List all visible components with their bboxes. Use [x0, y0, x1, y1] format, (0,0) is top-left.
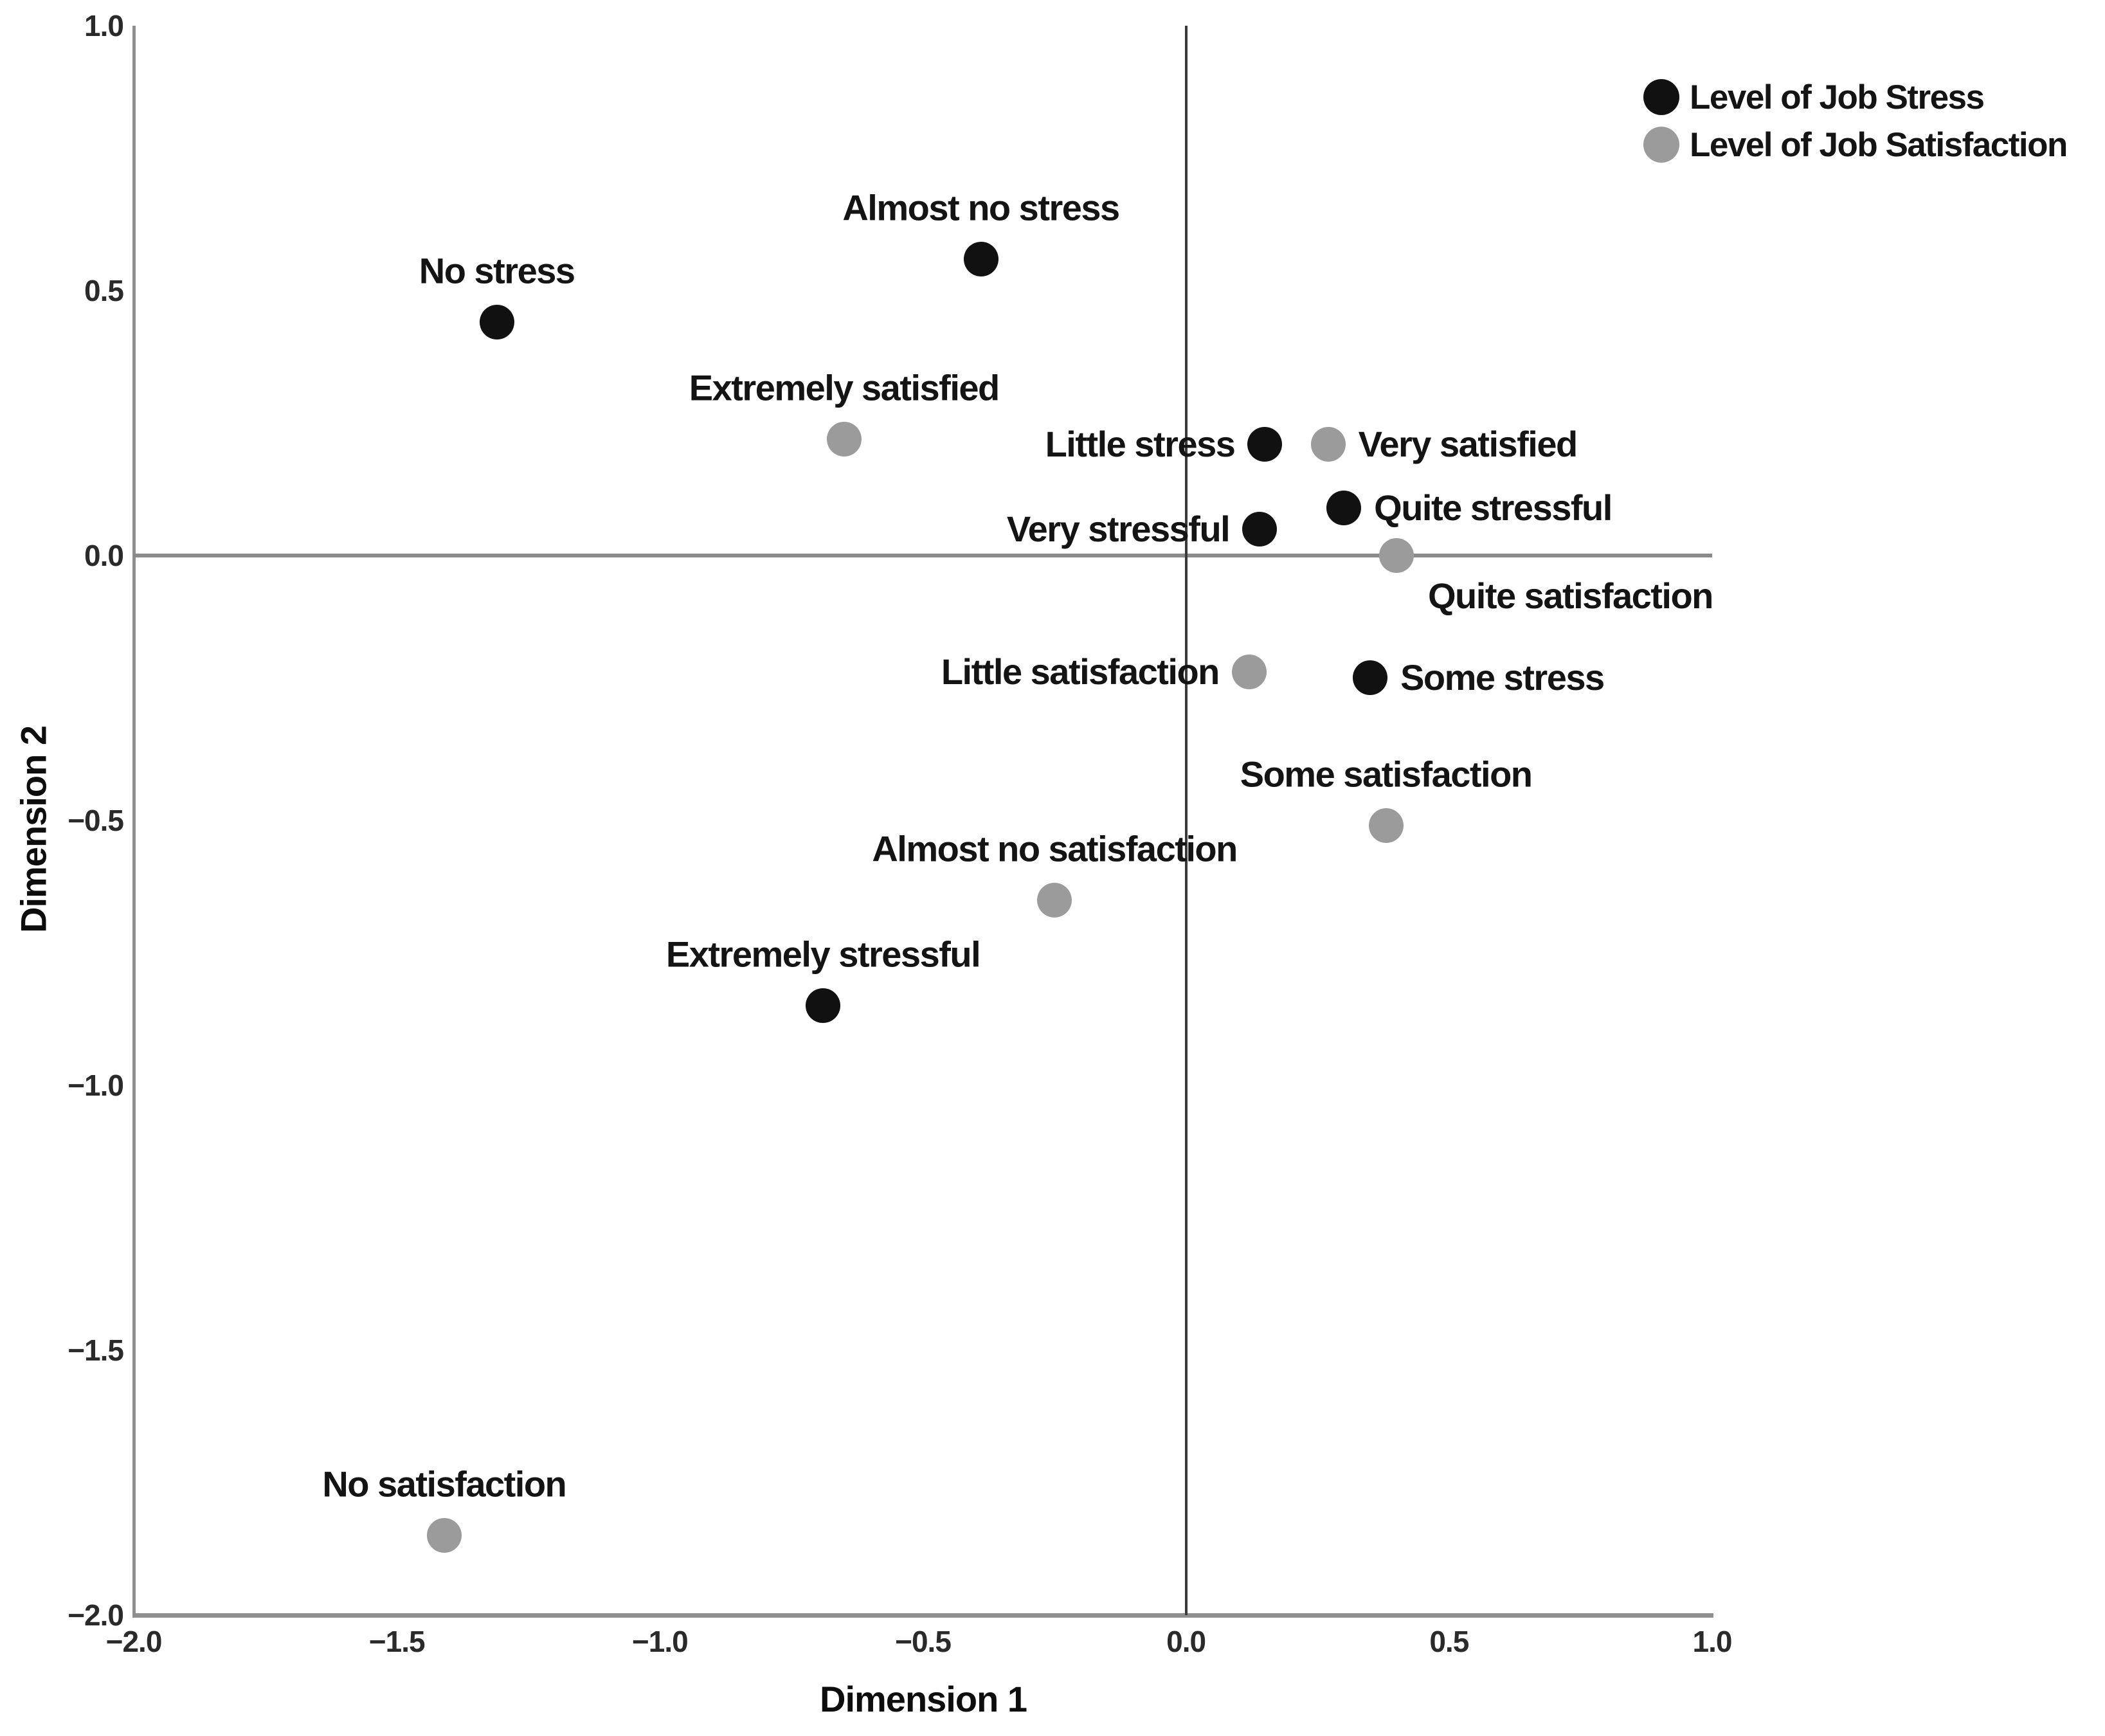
legend: Level of Job Stress Level of Job Satisfa… [1643, 78, 2068, 174]
point-label-almost-no-satisfaction: Almost no satisfaction [872, 828, 1238, 869]
y-tick-1-0: 1.0 [84, 9, 124, 42]
data-point-almost-no-stress [963, 241, 998, 276]
point-label-no-satisfaction: No satisfaction [322, 1464, 566, 1505]
y-tick-0-0: 0.0 [84, 539, 124, 572]
stress-series-marker-icon [1643, 79, 1679, 115]
point-label-almost-no-stress: Almost no stress [842, 187, 1120, 228]
x-tick--1-0: −1.0 [631, 1625, 689, 1658]
data-point-no-stress [479, 305, 514, 340]
x-tick-0-0: 0.0 [1166, 1625, 1206, 1658]
data-point-little-stress [1247, 426, 1283, 462]
data-point-little-satisfaction [1231, 655, 1267, 690]
x-axis-title: Dimension 1 [820, 1679, 1027, 1719]
data-point-quite-stressful [1326, 490, 1362, 525]
data-point-very-stressful [1242, 511, 1278, 547]
data-point-some-stress [1353, 660, 1388, 695]
legend-label-satisfaction: Level of Job Satisfaction [1690, 125, 2068, 164]
y-axis-line [132, 26, 136, 1618]
y-tick--1-0: −1.0 [68, 1069, 124, 1102]
point-label-extremely-satisfied: Extremely satisfied [689, 367, 1000, 408]
point-label-no-stress: No stress [419, 251, 575, 292]
x-tick--1-5: −1.5 [368, 1625, 426, 1658]
data-point-quite-satisfaction [1379, 538, 1414, 573]
y-tick--0-5: −0.5 [68, 804, 124, 837]
point-label-some-satisfaction: Some satisfaction [1240, 754, 1533, 795]
point-label-little-stress: Little stress [1045, 423, 1236, 464]
zero-vertical-line [1184, 26, 1188, 1615]
x-tick-0-5: 0.5 [1429, 1625, 1469, 1658]
legend-item-stress: Level of Job Stress [1643, 78, 2067, 116]
legend-item-satisfaction: Level of Job Satisfaction [1643, 125, 2068, 164]
y-tick-0-5: 0.5 [84, 274, 124, 307]
point-label-little-satisfaction: Little satisfaction [941, 651, 1220, 692]
y-axis-title: Dimension 2 [13, 726, 54, 933]
x-tick-1-0: 1.0 [1692, 1625, 1733, 1658]
data-point-almost-no-satisfaction [1037, 882, 1072, 918]
point-label-quite-stressful: Quite stressful [1374, 487, 1613, 528]
data-point-very-satisfied [1310, 426, 1346, 462]
point-label-quite-satisfaction: Quite satisfaction [1428, 575, 1713, 616]
y-tick--2-0: −2.0 [68, 1598, 124, 1632]
satisfaction-series-marker-icon [1643, 127, 1679, 163]
legend-label-stress: Level of Job Stress [1690, 78, 1985, 116]
data-point-no-satisfaction [426, 1518, 462, 1553]
data-point-extremely-stressful [806, 988, 841, 1024]
point-label-extremely-stressful: Extremely stressful [665, 934, 981, 975]
data-point-some-satisfaction [1368, 808, 1404, 844]
point-label-some-stress: Some stress [1400, 656, 1605, 698]
point-label-very-satisfied: Very satisfied [1358, 423, 1578, 464]
y-tick--1-5: −1.5 [68, 1334, 124, 1367]
zero-horizontal-line [134, 554, 1712, 557]
x-tick--0-5: −0.5 [895, 1625, 952, 1658]
data-point-extremely-satisfied [826, 421, 862, 457]
point-label-very-stressful: Very stressful [1006, 508, 1231, 549]
x-tick--2-0: −2.0 [105, 1625, 163, 1658]
x-axis-line [132, 1613, 1713, 1618]
